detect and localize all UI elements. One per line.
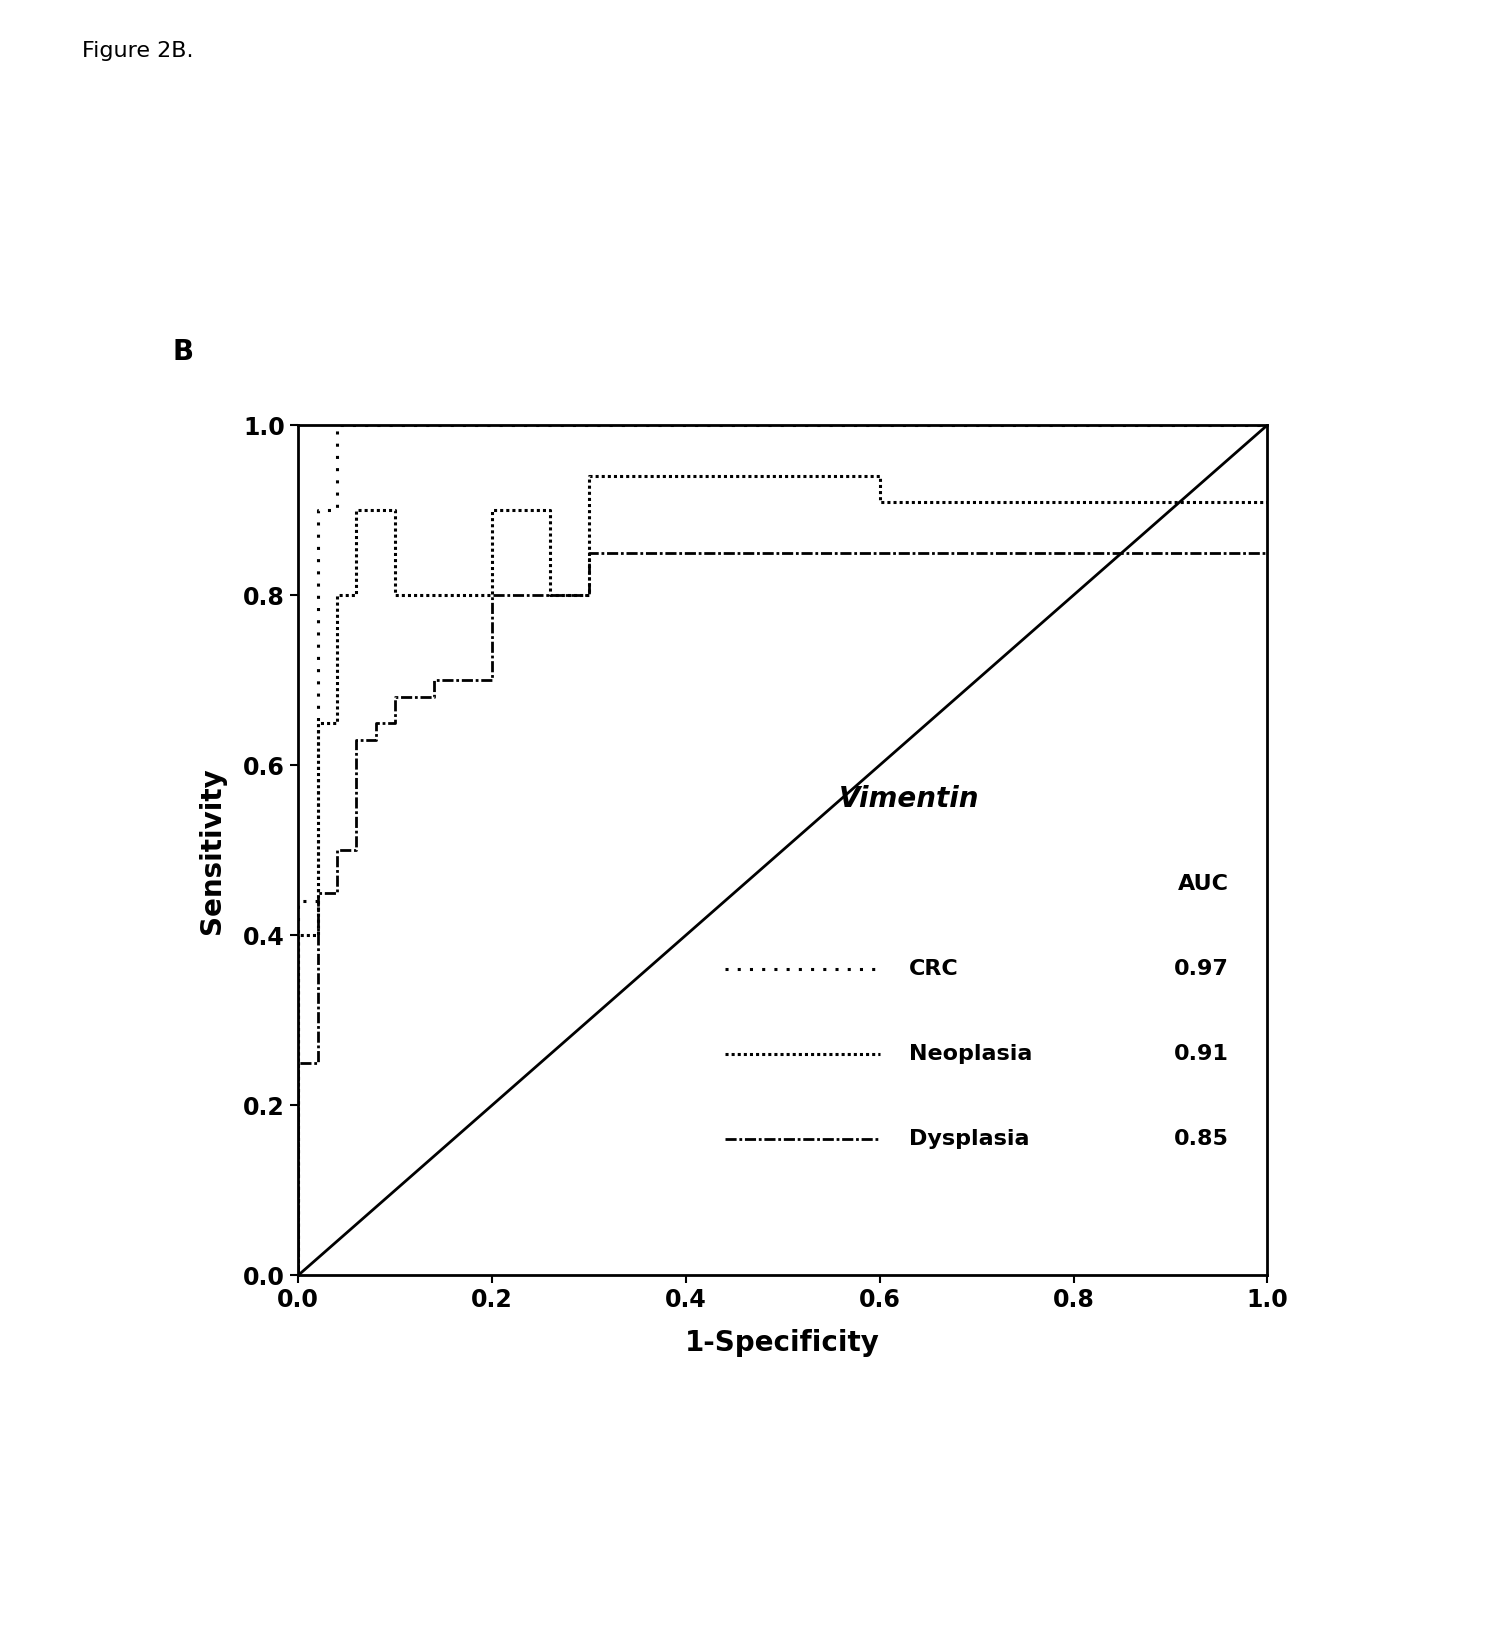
Text: 0.91: 0.91 (1173, 1045, 1229, 1064)
Text: 0.97: 0.97 (1173, 960, 1229, 979)
X-axis label: 1-Specificity: 1-Specificity (686, 1329, 880, 1357)
Text: Dysplasia: Dysplasia (908, 1130, 1029, 1149)
Text: Neoplasia: Neoplasia (908, 1045, 1032, 1064)
Y-axis label: Sensitivity: Sensitivity (198, 767, 227, 934)
Text: Figure 2B.: Figure 2B. (82, 41, 194, 60)
Text: B: B (171, 337, 194, 366)
Text: 0.85: 0.85 (1173, 1130, 1229, 1149)
Text: CRC: CRC (908, 960, 959, 979)
Text: Vimentin: Vimentin (838, 785, 980, 813)
Text: AUC: AUC (1178, 875, 1229, 894)
